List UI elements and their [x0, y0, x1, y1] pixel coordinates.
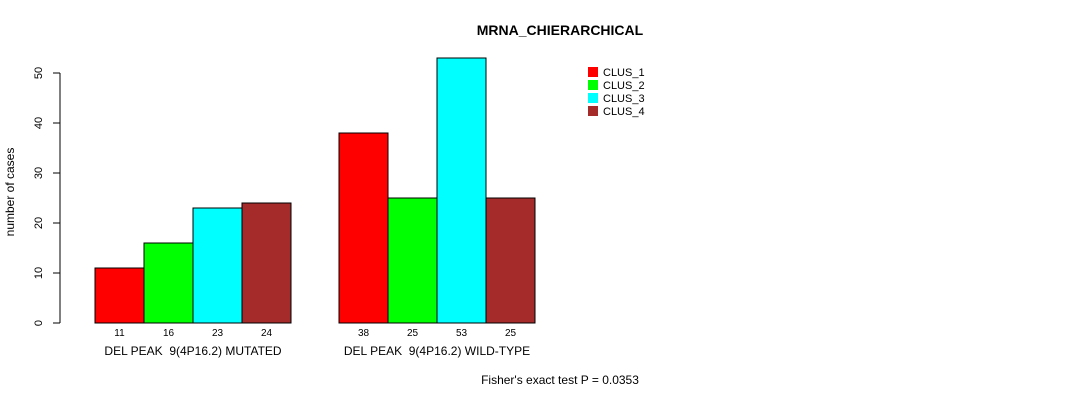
category-label: DEL PEAK 9(4P16.2) WILD-TYPE [344, 344, 530, 358]
bar-value-label: 38 [358, 328, 370, 339]
legend-label: CLUS_4 [603, 106, 645, 118]
y-tick-label: 0 [33, 320, 45, 326]
bar-value-label: 16 [163, 328, 175, 339]
bar-clus_4-group-2 [485, 197, 536, 324]
bars [94, 57, 536, 324]
bar-clus_1-group-2 [338, 132, 389, 324]
bar-clus_4-group-1 [241, 202, 292, 324]
bar-value-label: 53 [456, 328, 468, 339]
legend-label: CLUS_2 [603, 80, 645, 92]
legend-swatch-clus_2 [588, 80, 598, 90]
legend-swatch-clus_1 [588, 67, 598, 77]
bar-value-label: 11 [114, 328, 125, 339]
bar-clus_2-group-1 [143, 242, 194, 324]
value-labels: 11 16 23 24 38 25 53 25 [114, 328, 516, 339]
bar-clus_1-group-1 [94, 267, 145, 324]
bar-clus_3-group-1 [192, 207, 243, 324]
bar-value-label: 25 [407, 328, 419, 339]
y-tick-label: 20 [33, 217, 45, 229]
chart-title: MRNA_CHIERARCHICAL [477, 22, 644, 38]
legend-swatch-clus_3 [588, 93, 598, 103]
legend-label: CLUS_3 [603, 93, 645, 105]
y-tick-label: 50 [33, 67, 45, 79]
legend-label: CLUS_1 [603, 67, 645, 79]
fisher-test-footnote: Fisher's exact test P = 0.0353 [481, 373, 639, 387]
y-tick-label: 30 [33, 167, 45, 179]
y-axis-label: number of cases [3, 148, 17, 237]
y-tick-label: 40 [33, 117, 45, 129]
y-tick-label: 10 [33, 267, 45, 279]
y-axis: 0 10 20 30 40 50 [33, 67, 61, 326]
legend-swatch-clus_4 [588, 106, 598, 116]
bar-value-label: 24 [261, 328, 273, 339]
bar-clus_2-group-2 [387, 197, 438, 324]
bar-clus_3-group-2 [436, 57, 487, 324]
bar-value-label: 23 [212, 328, 224, 339]
bar-value-label: 25 [505, 328, 517, 339]
category-label: DEL PEAK 9(4P16.2) MUTATED [104, 344, 281, 358]
category-labels: DEL PEAK 9(4P16.2) MUTATED DEL PEAK 9(4P1… [104, 344, 530, 358]
